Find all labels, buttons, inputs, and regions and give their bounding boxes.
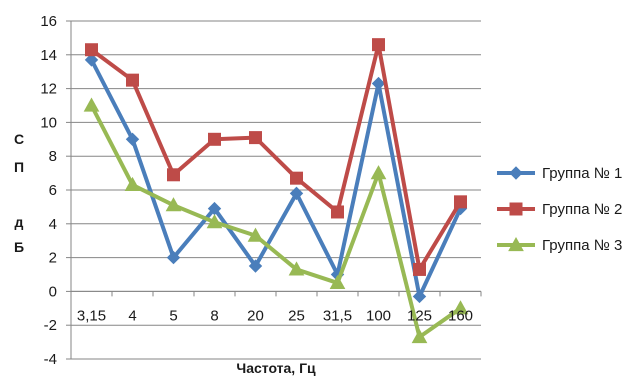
x-tick-label: 31,5 bbox=[323, 307, 352, 324]
series-group bbox=[84, 53, 468, 304]
data-point bbox=[125, 132, 140, 147]
y-axis-title-part: С bbox=[14, 131, 24, 147]
data-point bbox=[167, 168, 180, 182]
x-tick-label: 160 bbox=[448, 307, 473, 324]
y-tick-label: -2 bbox=[44, 317, 57, 334]
data-point bbox=[289, 186, 304, 201]
legend-item: Группа № 1 bbox=[497, 165, 622, 182]
y-tick-label: 0 bbox=[49, 283, 57, 300]
data-point bbox=[249, 131, 262, 145]
data-point bbox=[85, 43, 98, 57]
data-point bbox=[208, 132, 221, 146]
data-point bbox=[412, 289, 427, 304]
data-point bbox=[452, 300, 469, 315]
data-point bbox=[372, 38, 385, 52]
legend-item: Группа № 3 bbox=[497, 236, 622, 254]
data-point bbox=[247, 227, 264, 242]
data-point bbox=[126, 73, 139, 87]
data-point bbox=[411, 329, 428, 344]
series-group bbox=[85, 38, 467, 276]
data-point bbox=[290, 171, 303, 185]
x-axis-title: Частота, Гц bbox=[236, 360, 316, 376]
y-tick-label: 10 bbox=[40, 114, 57, 131]
series-line bbox=[89, 57, 463, 299]
axes bbox=[66, 20, 482, 360]
data-point bbox=[124, 176, 141, 192]
x-tick-label: 8 bbox=[210, 307, 218, 324]
data-point bbox=[370, 165, 387, 180]
y-tick-label: 12 bbox=[40, 81, 57, 98]
legend-marker bbox=[509, 166, 523, 180]
legend-item: Группа № 2 bbox=[497, 201, 622, 218]
data-point bbox=[454, 195, 467, 209]
data-point bbox=[331, 205, 344, 219]
x-tick-label: 5 bbox=[169, 307, 177, 324]
y-tick-label: 14 bbox=[40, 47, 57, 64]
x-tick-label: 125 bbox=[407, 307, 432, 324]
legend-label: Группа № 3 bbox=[542, 237, 622, 254]
y-tick-label: 16 bbox=[40, 13, 57, 30]
legend: Группа № 1 Группа № 2 Группа № 3 bbox=[497, 165, 622, 254]
y-tick-label: 4 bbox=[49, 216, 57, 233]
x-tick-label: 25 bbox=[288, 307, 305, 324]
data-point bbox=[413, 262, 426, 276]
legend-marker bbox=[508, 236, 524, 252]
x-tick-label: 100 bbox=[366, 307, 391, 324]
series-line bbox=[89, 103, 463, 340]
x-tick-label: 3,15 bbox=[77, 307, 106, 324]
data-point bbox=[329, 274, 346, 290]
series-line bbox=[89, 42, 463, 272]
tick-labels: -4 -2 0 2 4 6 8 10 12 14 16 3,15 4 5 8 20 25 31,5 100 125 16… bbox=[40, 13, 473, 368]
data-point bbox=[165, 197, 182, 212]
legend-marker bbox=[509, 202, 523, 216]
data-point bbox=[84, 53, 99, 67]
data-point bbox=[371, 76, 386, 91]
data-point bbox=[206, 214, 223, 229]
y-tick-label: 2 bbox=[49, 250, 57, 267]
y-axis-title-part: П bbox=[14, 159, 24, 175]
legend-label: Группа № 2 bbox=[542, 201, 622, 218]
data-point bbox=[288, 261, 305, 276]
series bbox=[83, 38, 469, 344]
data-point bbox=[83, 97, 100, 112]
y-tick-label: 8 bbox=[49, 148, 57, 165]
data-point bbox=[248, 259, 263, 273]
y-tick-label: -4 bbox=[44, 351, 57, 368]
legend-label: Группа № 1 bbox=[542, 165, 622, 182]
x-tick-label: 20 bbox=[247, 307, 264, 324]
x-tick-label: 4 bbox=[128, 307, 136, 324]
y-tick-label: 6 bbox=[49, 182, 57, 199]
y-axis-title-part: Б bbox=[14, 239, 24, 255]
series-group bbox=[83, 97, 469, 344]
data-point bbox=[166, 250, 181, 265]
y-axis-title-part: д bbox=[15, 214, 24, 230]
